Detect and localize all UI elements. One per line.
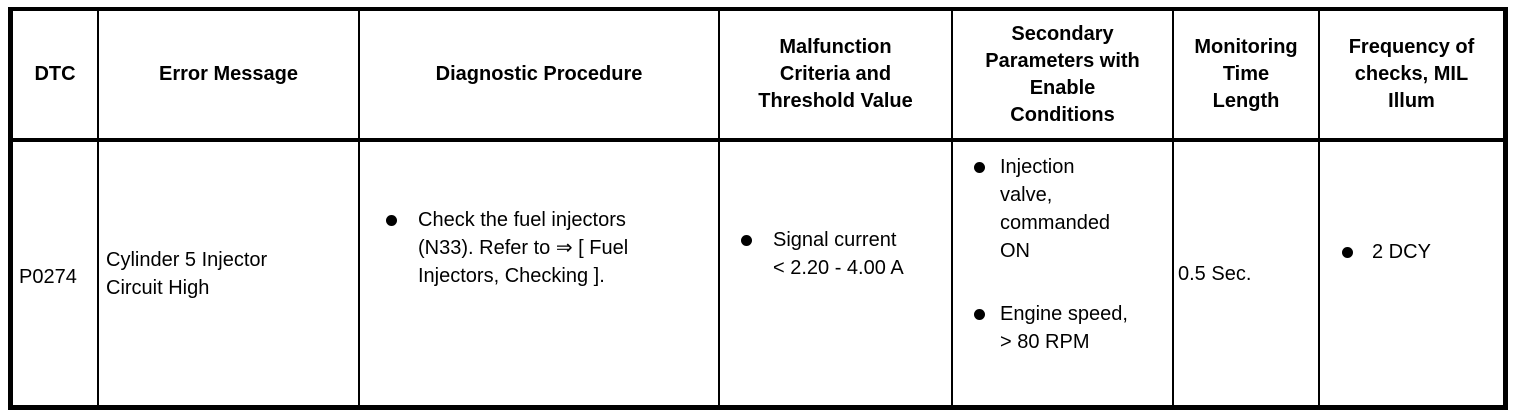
dtc-code: P0274: [19, 265, 77, 288]
header-line: Conditions: [1010, 103, 1115, 126]
text-line: > 80 RPM: [1000, 331, 1090, 353]
header-line: Length: [1212, 90, 1280, 112]
header-monitoring-time: Monitoring Time Length: [1174, 11, 1320, 142]
bullet-icon: [974, 309, 985, 320]
text-line: commanded: [1000, 212, 1111, 234]
cell-frequency-checks: 2 DCY: [1320, 142, 1503, 405]
header-diagnostic-procedure-label: Diagnostic Procedure: [435, 63, 643, 85]
bullet-item: Signal current < 2.20 - 4.00 A: [741, 226, 945, 282]
header-secondary-parameters: Secondary Parameters with Enable Conditi…: [953, 11, 1174, 142]
text-line: 2 DCY: [1372, 241, 1431, 263]
text-line: (N33). Refer to ⇒ [ Fuel: [418, 237, 629, 259]
header-line: Monitoring: [1194, 36, 1298, 58]
header-error-message-label: Error Message: [159, 63, 298, 85]
header-frequency-checks: Frequency of checks, MIL Illum: [1320, 11, 1503, 142]
text-line: Check the fuel injectors: [418, 209, 626, 231]
bullet-item: Engine speed, > 80 RPM: [974, 300, 1168, 356]
bullet-icon: [741, 235, 752, 246]
header-line: Illum: [1388, 90, 1435, 112]
malfunction-criteria-text: Signal current < 2.20 - 4.00 A: [773, 226, 945, 282]
secondary-parameter-text: Injection valve, commanded ON: [1000, 153, 1168, 265]
cell-diagnostic-procedure: Check the fuel injectors (N33). Refer to…: [360, 142, 720, 405]
cell-secondary-parameters: Injection valve, commanded ON Engine spe…: [953, 142, 1174, 405]
bullet-icon: [974, 162, 985, 173]
frequency-checks-text: 2 DCY: [1372, 238, 1503, 266]
cell-malfunction-criteria: Signal current < 2.20 - 4.00 A: [720, 142, 953, 405]
header-line: Secondary: [1011, 22, 1114, 45]
header-line: Criteria and: [779, 63, 892, 85]
header-dtc-label: DTC: [34, 63, 76, 85]
header-malfunction-criteria: Malfunction Criteria and Threshold Value: [720, 11, 953, 142]
text-line: < 2.20 - 4.00 A: [773, 257, 904, 279]
text-line: Injectors, Checking ].: [418, 265, 605, 287]
header-line: Enable: [1029, 76, 1096, 99]
monitoring-time-value: 0.5 Sec.: [1178, 262, 1252, 285]
text-line: valve,: [1000, 184, 1053, 206]
cell-dtc-code: P0274: [13, 142, 99, 405]
header-error-message: Error Message: [99, 11, 360, 142]
text-line: Injection: [1000, 156, 1075, 178]
bullet-item: 2 DCY: [1342, 238, 1503, 266]
cell-error-message: Cylinder 5 Injector Circuit High: [99, 142, 360, 405]
header-diagnostic-procedure: Diagnostic Procedure: [360, 11, 720, 142]
header-line: Frequency of: [1348, 36, 1475, 58]
error-message-line: Cylinder 5 Injector: [106, 248, 268, 271]
dtc-diagnostic-table: DTC Error Message Diagnostic Procedure M…: [8, 7, 1508, 410]
error-message-line: Circuit High: [106, 276, 210, 299]
bullet-icon: [386, 215, 397, 226]
header-line: checks, MIL: [1354, 63, 1469, 85]
secondary-parameter-text: Engine speed, > 80 RPM: [1000, 300, 1168, 356]
bullet-icon: [1342, 247, 1353, 258]
header-line: Malfunction: [779, 36, 892, 58]
header-line: Threshold Value: [758, 90, 913, 112]
header-line: Time: [1222, 63, 1270, 85]
diagnostic-procedure-text: Check the fuel injectors (N33). Refer to…: [418, 206, 710, 290]
header-line: Parameters with: [985, 49, 1140, 72]
text-line: ON: [1000, 240, 1030, 262]
cell-monitoring-time: 0.5 Sec.: [1174, 142, 1320, 405]
header-dtc: DTC: [13, 11, 99, 142]
bullet-item: Injection valve, commanded ON: [974, 153, 1168, 265]
bullet-item: Check the fuel injectors (N33). Refer to…: [386, 206, 710, 290]
text-line: Signal current: [773, 229, 897, 251]
text-line: Engine speed,: [1000, 303, 1128, 325]
